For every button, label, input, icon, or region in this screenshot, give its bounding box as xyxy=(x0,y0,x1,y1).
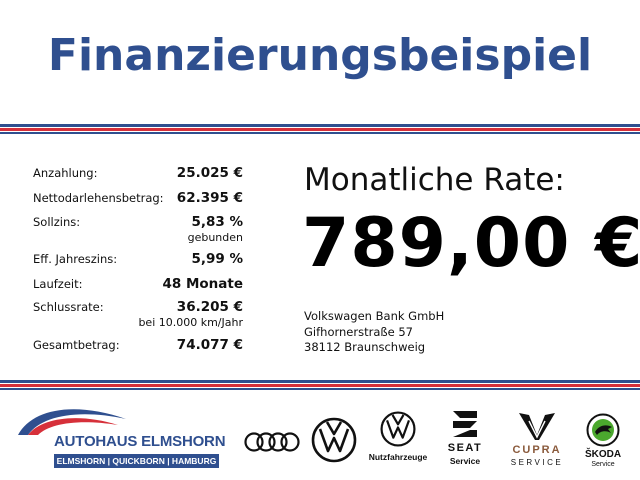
financing-row-schlussrate: Schlussrate: 36.205 € bei 10.000 km/Jahr xyxy=(33,299,243,338)
vw-nutzfahrzeuge-label: Nutzfahrzeuge xyxy=(368,452,428,462)
bank-name: Volkswagen Bank GmbH xyxy=(304,309,445,323)
financing-label: Anzahlung: xyxy=(33,166,98,180)
vw-nutzfahrzeuge-icon xyxy=(380,411,416,447)
financing-value: 5,83 % xyxy=(191,214,243,230)
dealer-locations: ELMSHORN | QUICKBORN | HAMBURG xyxy=(54,454,219,468)
financing-row-anzahlung: Anzahlung: 25.025 € xyxy=(33,165,243,191)
financing-note: bei 10.000 km/Jahr xyxy=(138,316,243,329)
vw-nutzfahrzeuge-logo: Nutzfahrzeuge xyxy=(366,411,430,467)
seat-name: SEAT xyxy=(447,442,483,454)
financing-value: 74.077 € xyxy=(176,337,243,353)
bank-city: 38112 Braunschweig xyxy=(304,340,426,354)
financing-row-nettodarlehensbetrag: Nettodarlehensbetrag: 62.395 € xyxy=(33,190,243,215)
bank-address: Volkswagen Bank GmbH Gifhornerstraße 57 … xyxy=(304,309,444,356)
financing-value: 62.395 € xyxy=(176,190,243,206)
financing-row-laufzeit: Laufzeit: 48 Monate xyxy=(33,276,243,300)
financing-label: Gesamtbetrag: xyxy=(33,338,120,352)
audi-rings-icon xyxy=(244,432,300,452)
cupra-logo: CUPRA SERVICE xyxy=(502,411,572,471)
autohaus-elmshorn-logo: AUTOHAUS ELMSHORN ELMSHORN | QUICKBORN |… xyxy=(14,403,226,473)
seat-logo: SEAT Service xyxy=(440,409,490,469)
financing-value: 36.205 € xyxy=(176,299,243,315)
audi-logo xyxy=(244,431,300,453)
page-title: Finanzierungsbeispiel xyxy=(47,30,593,81)
financing-row-gesamtbetrag: Gesamtbetrag: 74.077 € xyxy=(33,337,243,358)
skoda-logo: ŠKODA Service xyxy=(580,413,626,471)
financing-value: 25.025 € xyxy=(176,165,243,181)
monthly-rate-label: Monatliche Rate: xyxy=(304,162,565,198)
bottom-divider-stripes xyxy=(0,380,640,390)
dealer-name: AUTOHAUS ELMSHORN xyxy=(54,433,226,450)
cupra-service-label: SERVICE xyxy=(510,458,564,467)
financing-row-effektiver-jahreszins: Eff. Jahreszins: 5,99 % xyxy=(33,251,243,277)
financing-label: Nettodarlehensbetrag: xyxy=(33,191,164,205)
financing-label: Eff. Jahreszins: xyxy=(33,252,118,266)
skoda-service-label: Service xyxy=(591,461,615,468)
seat-s-icon xyxy=(453,411,477,437)
swoosh-icon xyxy=(18,409,126,435)
financing-label: Laufzeit: xyxy=(33,277,83,291)
financing-value: 48 Monate xyxy=(162,276,243,292)
cupra-name: CUPRA xyxy=(512,444,562,456)
skoda-arrow-icon xyxy=(586,413,620,447)
financing-label: Sollzins: xyxy=(33,215,81,229)
financing-label: Schlussrate: xyxy=(33,300,104,314)
skoda-name: ŠKODA xyxy=(584,449,622,460)
volkswagen-logo xyxy=(311,417,357,463)
financing-value: 5,99 % xyxy=(191,251,243,267)
brand-logo-bar: AUTOHAUS ELMSHORN ELMSHORN | QUICKBORN |… xyxy=(0,395,640,480)
financing-row-sollzins: Sollzins: 5,83 % gebunden xyxy=(33,214,243,252)
bank-street: Gifhornerstraße 57 xyxy=(304,324,413,339)
financing-note: gebunden xyxy=(187,231,243,244)
cupra-icon xyxy=(519,413,555,440)
financing-table: Anzahlung: 25.025 € Nettodarlehensbetrag… xyxy=(33,165,243,358)
seat-service-label: Service xyxy=(449,456,481,466)
top-divider-stripes xyxy=(0,124,640,134)
monthly-rate-value: 789,00 € xyxy=(302,204,640,283)
vw-icon xyxy=(311,417,357,463)
